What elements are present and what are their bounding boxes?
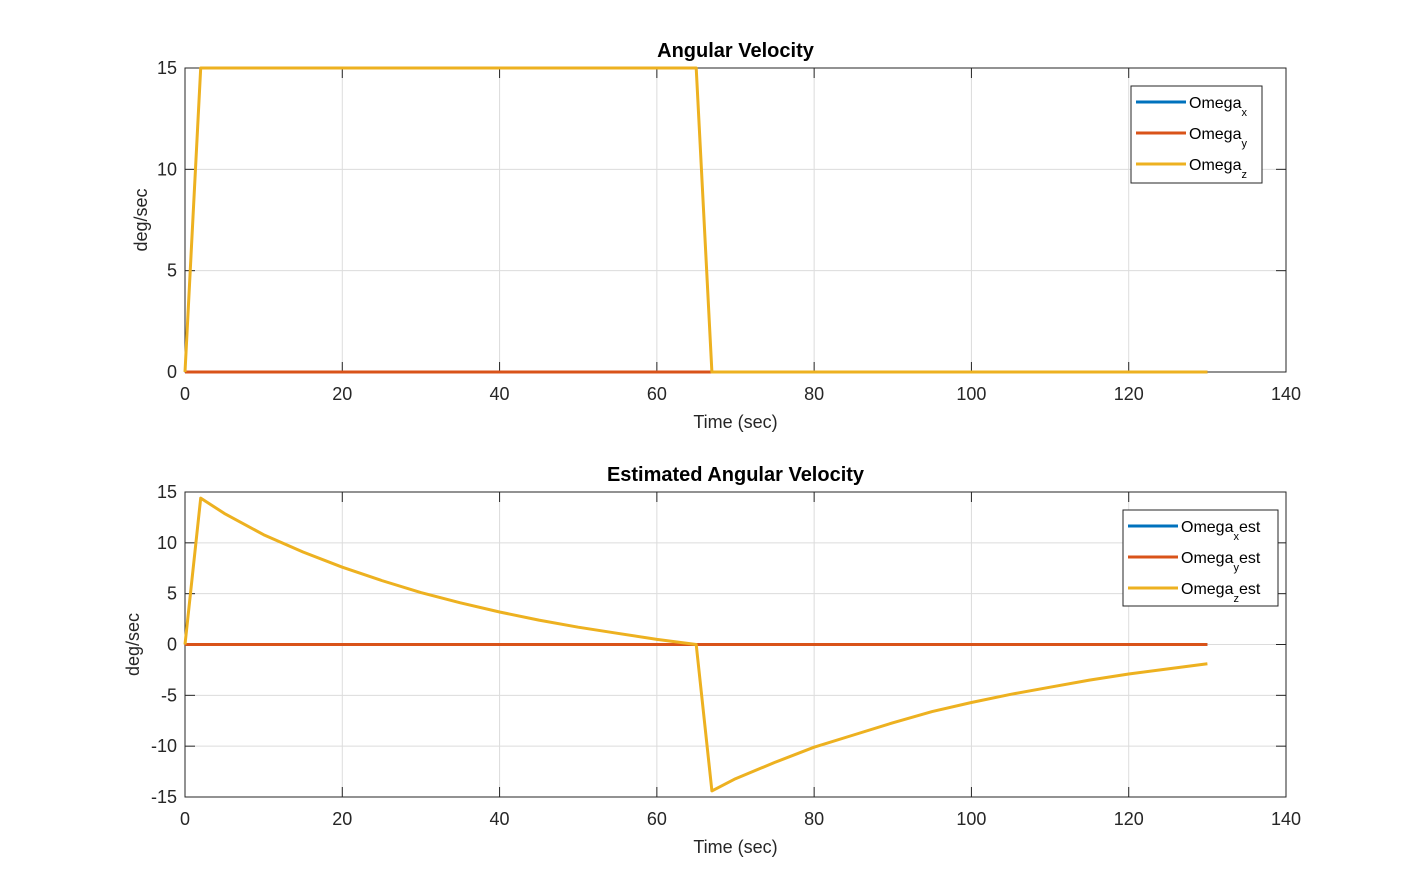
x-axis-label: Time (sec) bbox=[693, 412, 777, 432]
x-tick-label: 0 bbox=[180, 384, 190, 404]
x-tick-label: 140 bbox=[1271, 809, 1301, 829]
y-tick-label: 10 bbox=[157, 533, 177, 553]
angular-velocity-chart: 0 20 40 60 80 100 120 140 0 5 10 15 Angular Velocity… bbox=[131, 40, 1301, 432]
y-tick-label: -5 bbox=[161, 685, 177, 705]
x-axis-label: Time (sec) bbox=[693, 837, 777, 857]
y-tick-label: 5 bbox=[167, 584, 177, 604]
x-tick-label: 140 bbox=[1271, 384, 1301, 404]
y-tick-label: 10 bbox=[157, 159, 177, 179]
x-tick-label: 20 bbox=[332, 809, 352, 829]
x-tick-label: 60 bbox=[647, 809, 667, 829]
chart-title: Angular Velocity bbox=[657, 40, 815, 62]
series-line-z bbox=[183, 496, 1208, 793]
x-tick-label: 120 bbox=[1114, 809, 1144, 829]
x-tick-label: 80 bbox=[804, 809, 824, 829]
y-tick-label: 0 bbox=[167, 362, 177, 382]
plot-area bbox=[185, 68, 1286, 372]
x-tick-label: 120 bbox=[1114, 384, 1144, 404]
y-tick-label: -10 bbox=[151, 736, 177, 756]
y-tick-label: 15 bbox=[157, 58, 177, 78]
y-tick-label: 15 bbox=[157, 482, 177, 502]
y-axis-label: deg/sec bbox=[131, 188, 151, 251]
x-tick-label: 20 bbox=[332, 384, 352, 404]
series-line-z bbox=[183, 66, 1208, 374]
x-tick-label: 0 bbox=[180, 809, 190, 829]
y-tick-label: 5 bbox=[167, 261, 177, 281]
x-tick-label: 40 bbox=[490, 809, 510, 829]
x-tick-label: 60 bbox=[647, 384, 667, 404]
estimated-angular-velocity-chart: 0 20 40 60 80 100 120 140 -15 -10 -5 0 5 10 15 Estimate… bbox=[123, 464, 1301, 857]
y-tick-label: -15 bbox=[151, 787, 177, 807]
y-axis-label: deg/sec bbox=[123, 613, 143, 676]
chart-title: Estimated Angular Velocity bbox=[607, 464, 865, 486]
x-tick-label: 100 bbox=[956, 809, 986, 829]
x-tick-label: 100 bbox=[956, 384, 986, 404]
x-tick-label: 40 bbox=[490, 384, 510, 404]
x-tick-label: 80 bbox=[804, 384, 824, 404]
y-tick-label: 0 bbox=[167, 635, 177, 655]
